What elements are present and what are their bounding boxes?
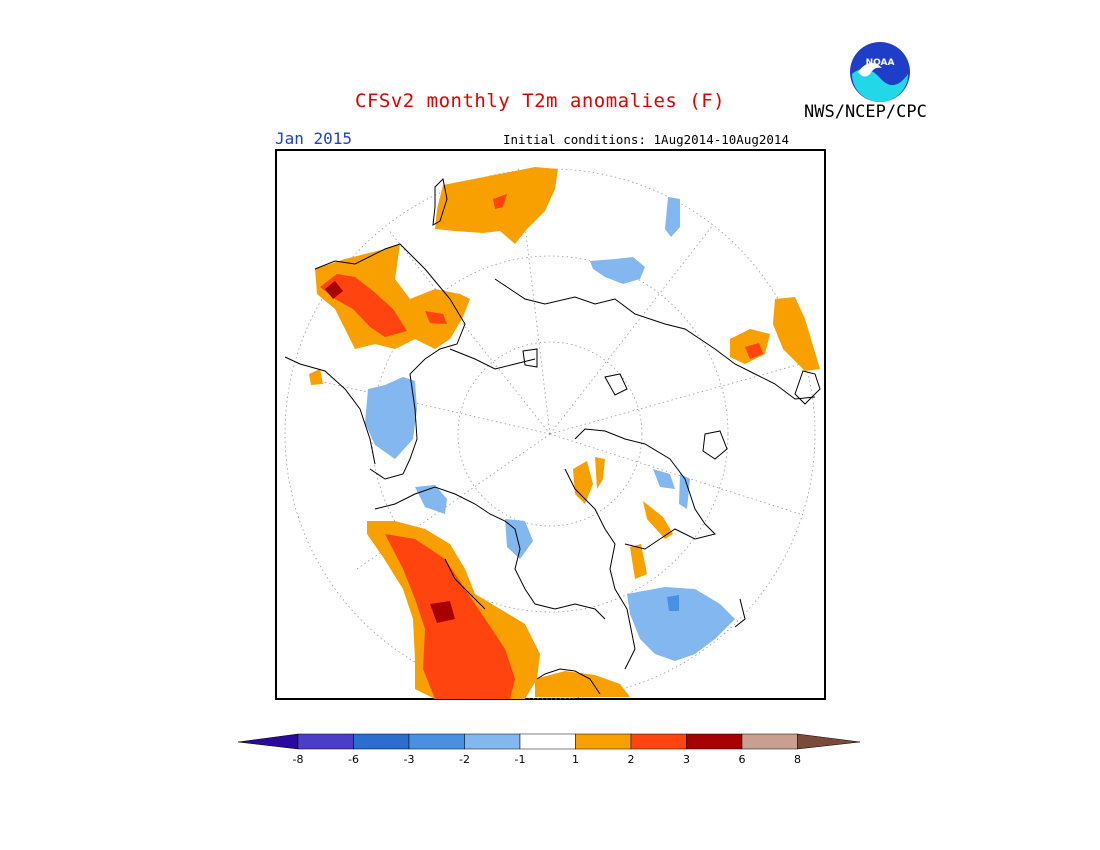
- anomaly-warm-top: [309, 167, 558, 385]
- chart-title: CFSv2 monthly T2m anomalies (F): [355, 90, 726, 112]
- legend-tick-label: 1: [572, 753, 579, 766]
- polar-map-svg: [275, 149, 826, 700]
- legend-swatch-4: [464, 733, 521, 750]
- polar-map: [275, 149, 826, 704]
- legend-tick-label: -1: [514, 753, 526, 766]
- legend-tick-label: -6: [348, 753, 359, 766]
- anomaly-cool-asia: [365, 197, 680, 559]
- legend-swatch-7: [630, 733, 687, 750]
- color-legend-svg: [237, 733, 861, 750]
- legend-swatch-5: [519, 733, 576, 750]
- legend-swatch-gt-8: [797, 733, 861, 750]
- noaa-logo: NOAA: [848, 40, 912, 108]
- initial-conditions-label: Initial conditions: 1Aug2014-10Aug2014: [503, 132, 789, 147]
- legend-swatch-1: [297, 733, 354, 750]
- legend-tick-label: 3: [683, 753, 690, 766]
- legend-tick-label: -8: [292, 753, 304, 766]
- legend-swatch-8: [686, 733, 743, 750]
- legend-swatch-9: [741, 733, 798, 750]
- coastlines: [284, 177, 821, 695]
- graticule: [284, 166, 816, 700]
- legend-swatch-lt-8: [237, 733, 299, 750]
- valid-month-label: Jan 2015: [275, 129, 353, 148]
- agency-label: NWS/NCEP/CPC: [804, 102, 927, 122]
- anomaly-warm-europe: [730, 297, 820, 371]
- legend-swatch-2: [353, 733, 410, 750]
- noaa-logo-graphic: NOAA: [850, 42, 910, 102]
- legend-swatch-6: [575, 733, 632, 750]
- legend-tick-label: -3: [403, 753, 415, 766]
- anomaly-cool-canada: [627, 587, 735, 661]
- legend-swatch-3: [408, 733, 465, 750]
- legend-tick-label: 6: [738, 753, 746, 766]
- anomaly-warm-west: [367, 521, 630, 699]
- color-legend: [237, 733, 862, 755]
- legend-tick-label: 8: [794, 753, 801, 766]
- legend-tick-label: -2: [459, 753, 470, 766]
- noaa-logo-text: NOAA: [866, 58, 895, 68]
- anomaly-warm-arctic: [573, 457, 690, 579]
- legend-tick-label: 2: [627, 753, 635, 766]
